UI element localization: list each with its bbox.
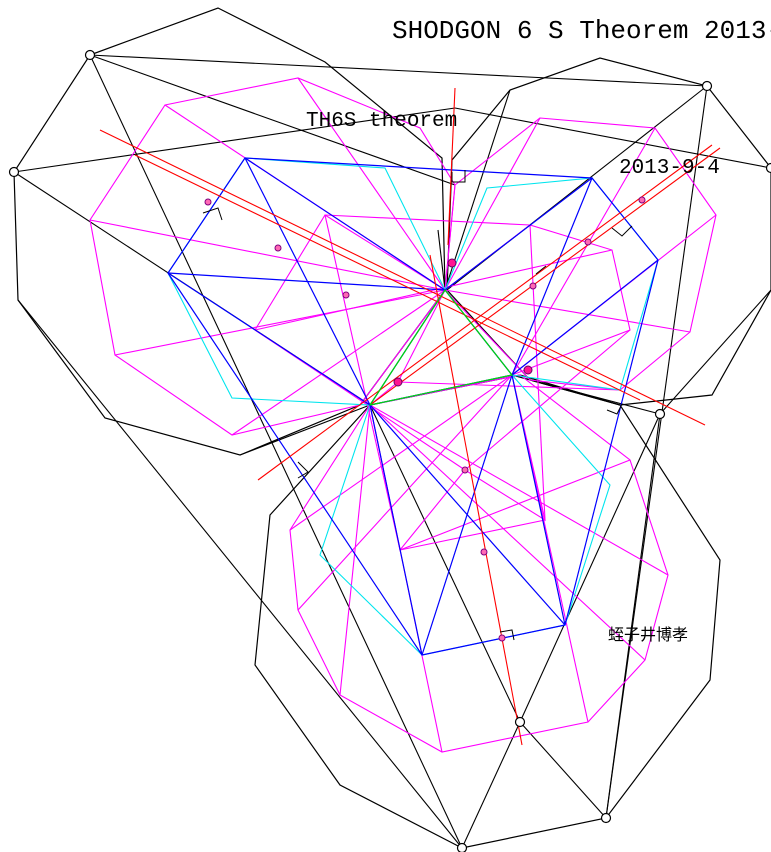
right-angle-markers — [202, 170, 633, 641]
open-vertices — [8, 49, 771, 852]
magenta-polygons — [89, 77, 717, 753]
marked-points-small — [204, 196, 646, 642]
outer-polygon-top-left — [13, 7, 446, 456]
cyan-hexagon-bottom — [319, 374, 611, 656]
date-label: 2013-9-4 — [619, 157, 720, 180]
marked-points-large — [393, 258, 533, 387]
cyan-hexagon-right — [444, 177, 659, 391]
author-label: 蛭子井博孝 — [608, 625, 688, 644]
blue-polygons — [167, 157, 659, 656]
green-triangle — [368, 288, 514, 406]
magenta-polygon-left — [89, 77, 456, 436]
red-axis-lines — [99, 87, 721, 746]
outer-polygon-bottom — [254, 374, 721, 849]
figure-subtitle: TH6S theorem — [306, 110, 457, 133]
magenta-polygon-inner-right — [444, 224, 631, 376]
outer-polygon-top-right — [446, 57, 771, 406]
magenta-polygon-bottom — [289, 374, 669, 753]
black-connector-lines — [13, 54, 771, 849]
figure-title: SHODGON 6 S Theorem 2013-9-6 — [392, 16, 771, 46]
